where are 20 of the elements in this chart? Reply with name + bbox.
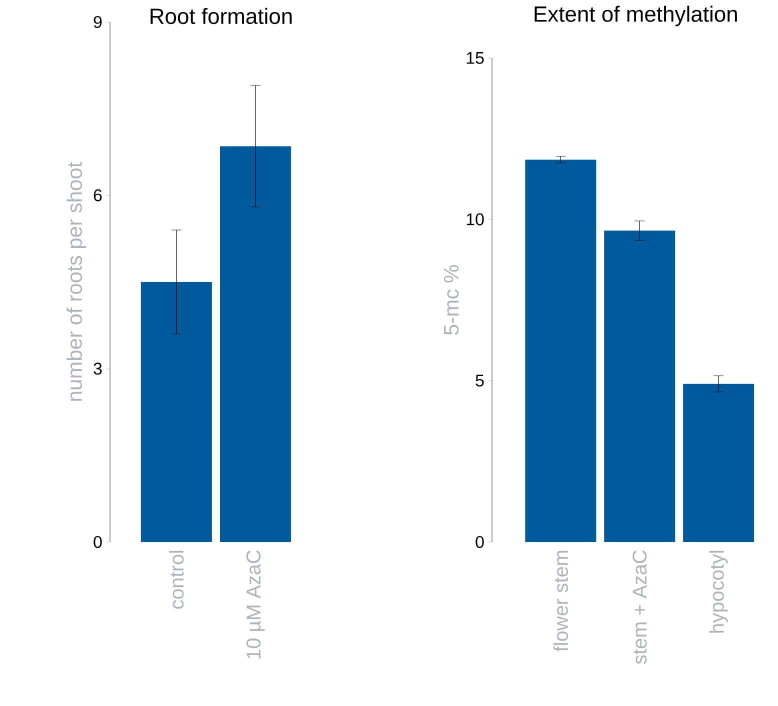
y-tick-label: 9	[94, 16, 102, 28]
y-tick-label: 0	[94, 536, 102, 548]
y-tick-label: 15	[466, 52, 484, 64]
x-tick-label: control	[169, 550, 184, 609]
y-axis-title: number of roots per shoot	[66, 162, 86, 401]
bar	[683, 384, 754, 542]
y-tick-label: 5	[476, 374, 484, 387]
y-tick-label: 3	[94, 362, 102, 375]
x-tick-label: hypocotyl	[709, 550, 728, 633]
y-tick-label: 10	[466, 213, 484, 226]
y-axis-title: 5-mc %	[444, 265, 459, 335]
y-tick-label: 0	[476, 536, 484, 548]
bar	[525, 160, 596, 542]
x-tick-label: flower stem	[553, 550, 568, 652]
bar	[604, 230, 676, 542]
x-tick-label: stem + AzaC	[632, 550, 647, 664]
x-tick-label: 10 µM AzaC	[246, 550, 265, 658]
chart-title: Extent of methylation	[534, 6, 737, 26]
chart-title: Root formation	[150, 8, 292, 24]
y-tick-label: 6	[94, 189, 102, 202]
